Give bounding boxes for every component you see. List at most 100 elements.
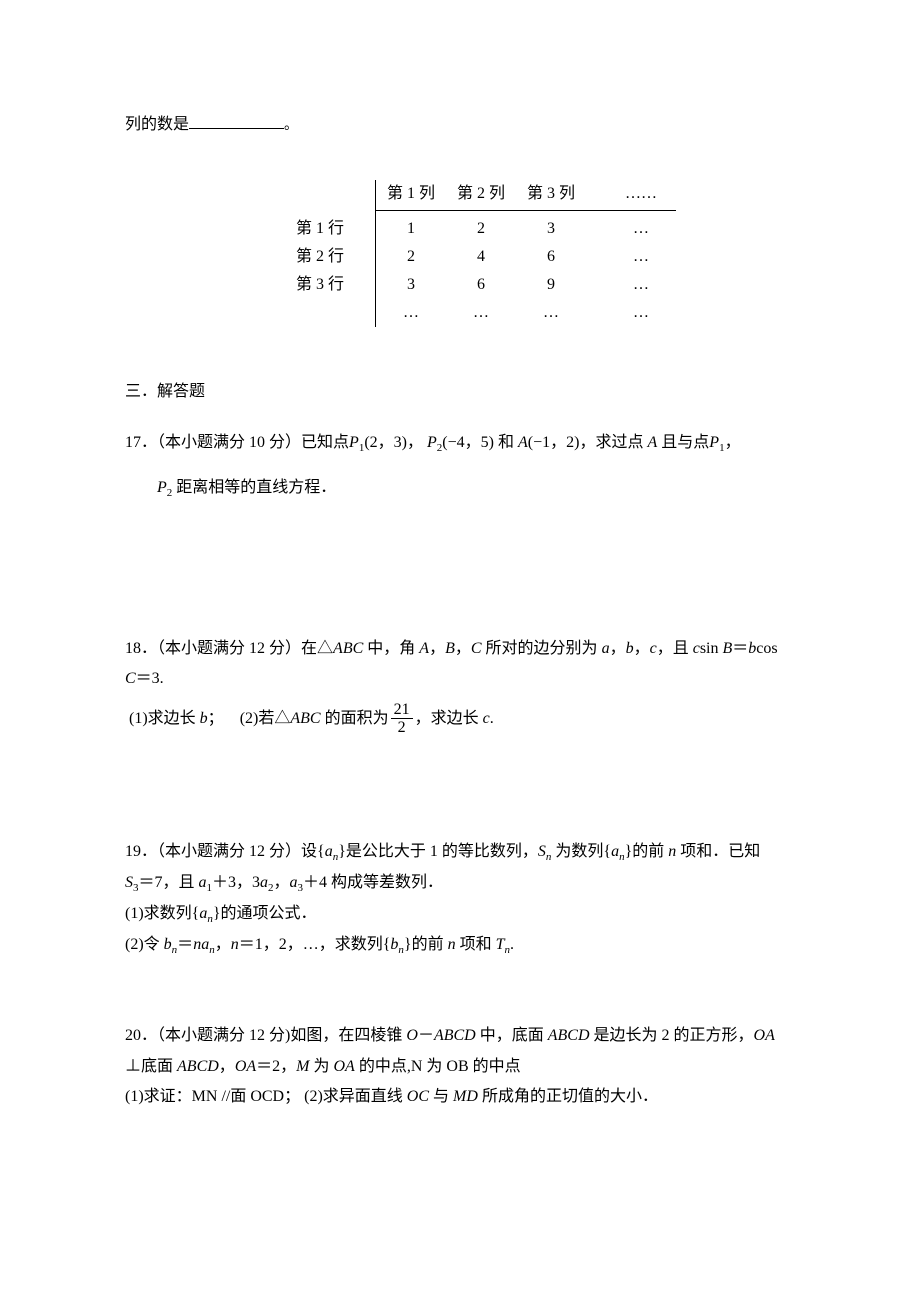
table-cell: 1 [376,211,447,244]
q18-c: c [650,640,657,657]
row-header: 第 2 行 [275,243,376,271]
q20-parts: (1)求证：MN //面 OCD； (2)求异面直线 OC 与 MD 所成角的正… [125,1082,800,1112]
q18-line1: 18．（本小题满分 12 分）在△ABC 中，角 A，B，C 所对的边分别为 a… [125,634,800,664]
q18-parts: (1)求边长 b； (2)若△ABC 的面积为212，求边长 c. [125,701,800,737]
q18-C: C [471,640,482,657]
q20-p2: (2)求异面直线 [304,1088,407,1105]
q18-number: 18． [125,640,157,657]
q19-Tn: T [496,936,505,953]
q20-N: N [411,1058,423,1075]
q18-points: （本小题满分 12 分） [157,640,301,657]
q19-p2-mid: ， [215,936,231,953]
q17-text: 已知点 [301,434,349,451]
row-header: 第 3 行 [275,271,376,299]
q19-a1: a [199,874,207,891]
table-cell: … [586,299,676,327]
q19-period: . [510,936,514,953]
q20-p2tail: 所成角的正切值的大小． [478,1088,658,1105]
q20-tc: 是边长为 2 的正方形， [590,1027,754,1044]
section-3-heading: 三．解答题 [125,377,800,407]
q18-A: A [419,640,429,657]
q16-period: 。 [284,118,298,133]
page: 列的数是。 第 1 列 第 2 列 第 3 列 …… 第 1 行 1 2 3 …… [0,0,920,1302]
q18-frac: 212 [391,701,413,737]
q20-O: O [406,1027,418,1044]
q20-m1: 为 [309,1058,333,1075]
table-row: 第 1 行 1 2 3 … [275,211,676,244]
table-cell: 2 [376,243,447,271]
q17-P1: P [349,434,359,451]
table-cell: 6 [446,271,516,299]
table-cell: … [516,299,586,327]
q18-p1-var: b [200,709,208,726]
q18-p2-c: c [483,709,490,726]
q20-OA3: OA [334,1058,355,1075]
q20-eq2: ＝2， [256,1058,296,1075]
q19-p1: (1)求数列{ [125,905,199,922]
q17-sep: ， [407,434,423,451]
q18-a: a [602,640,610,657]
row-header [275,299,376,327]
q19-p2-tail2: 项和 [456,936,496,953]
q19-plus3: ＋3， [212,874,252,891]
q19-line1: 19．（本小题满分 12 分）设{an}是公比大于 1 的等比数列，Sn 为数列… [125,837,800,868]
number-table: 第 1 列 第 2 列 第 3 列 …… 第 1 行 1 2 3 … 第 2 行… [275,180,676,327]
q18-p2-text: 的面积为 [321,709,389,726]
q17-A: A [518,434,528,451]
table-cell: 6 [516,243,586,271]
q17-P2: P [427,434,437,451]
q19-p2-mid2: ＝1，2，…，求数列{ [239,936,391,953]
q19-an: a [325,843,333,860]
q20-M: M [296,1058,309,1075]
q19-nval: n [231,936,239,953]
q17-textd: ， [725,434,741,451]
q19-na: na [193,936,209,953]
table-cell: … [376,299,447,327]
question-17: 17．（本小题满分 10 分）已知点P1(2，3)， P2(−4，5) 和 A(… [125,428,800,504]
q18-p2-ABC: ABC [290,709,320,726]
q19-tc: 为数列{ [551,843,611,860]
q20-and: 与 [429,1088,453,1105]
q16-blank [189,114,284,129]
q17-textb: ，求过点 [579,434,643,451]
q19-p2-tail: }的前 [404,936,448,953]
q16-tail-line: 列的数是。 [125,110,800,140]
q20-line2: ⊥底面 ABCD，OA＝2，M 为 OA 的中点,N 为 OB 的中点 [125,1052,800,1082]
q18-cos: cos [756,640,777,657]
q17-P1b: P [709,434,719,451]
q20-c1: ， [219,1058,235,1075]
q18-ABC: ABC [333,640,363,657]
q18-eq3: ＝3. [136,670,164,687]
q18-eq: ＝ [732,640,748,657]
table-cell: 3 [376,271,447,299]
table-cell: 3 [516,211,586,244]
q19-number: 19． [125,843,157,860]
q17-A-coord: (−1，2) [528,434,580,451]
q20-line1: 20．（本小题满分 12 分)如图，在四棱锥 O－ABCD 中，底面 ABCD … [125,1021,800,1051]
row-header: 第 1 行 [275,211,376,244]
q19-eq7: ＝7，且 [139,874,199,891]
q20-OA2: OA [235,1058,256,1075]
q19-line2: S3＝7，且 a1＋3，3a2，a3＋4 构成等差数列． [125,868,800,899]
col-header: 第 3 列 [516,180,586,211]
table-cell: 9 [516,271,586,299]
q19-S3: S [125,874,133,891]
q18-p2-label: (2)若△ [240,709,291,726]
q20-dash: － [418,1027,434,1044]
question-19: 19．（本小题满分 12 分）设{an}是公比大于 1 的等比数列，Sn 为数列… [125,837,800,961]
table-row: 第 2 行 2 4 6 … [275,243,676,271]
q18-text-d: ，且 [657,640,693,657]
q20-l2a: ⊥底面 [125,1058,177,1075]
table-cell: 4 [446,243,516,271]
table-cell: … [586,243,676,271]
q17-line2: P2 距离相等的直线方程． [125,473,800,504]
q19-Sn: S [538,843,546,860]
q19-p1-tail: }的通项公式． [213,905,317,922]
q19-3: 3 [252,874,260,891]
q20-points: （本小题满分 12 分) [157,1027,290,1044]
q19-plus4: ＋4 构成等差数列． [303,874,443,891]
q19-a3: a [290,874,298,891]
q20-number: 20． [125,1027,157,1044]
q20-tb: 中，底面 [476,1027,548,1044]
question-20: 20．（本小题满分 12 分)如图，在四棱锥 O－ABCD 中，底面 ABCD … [125,1021,800,1112]
